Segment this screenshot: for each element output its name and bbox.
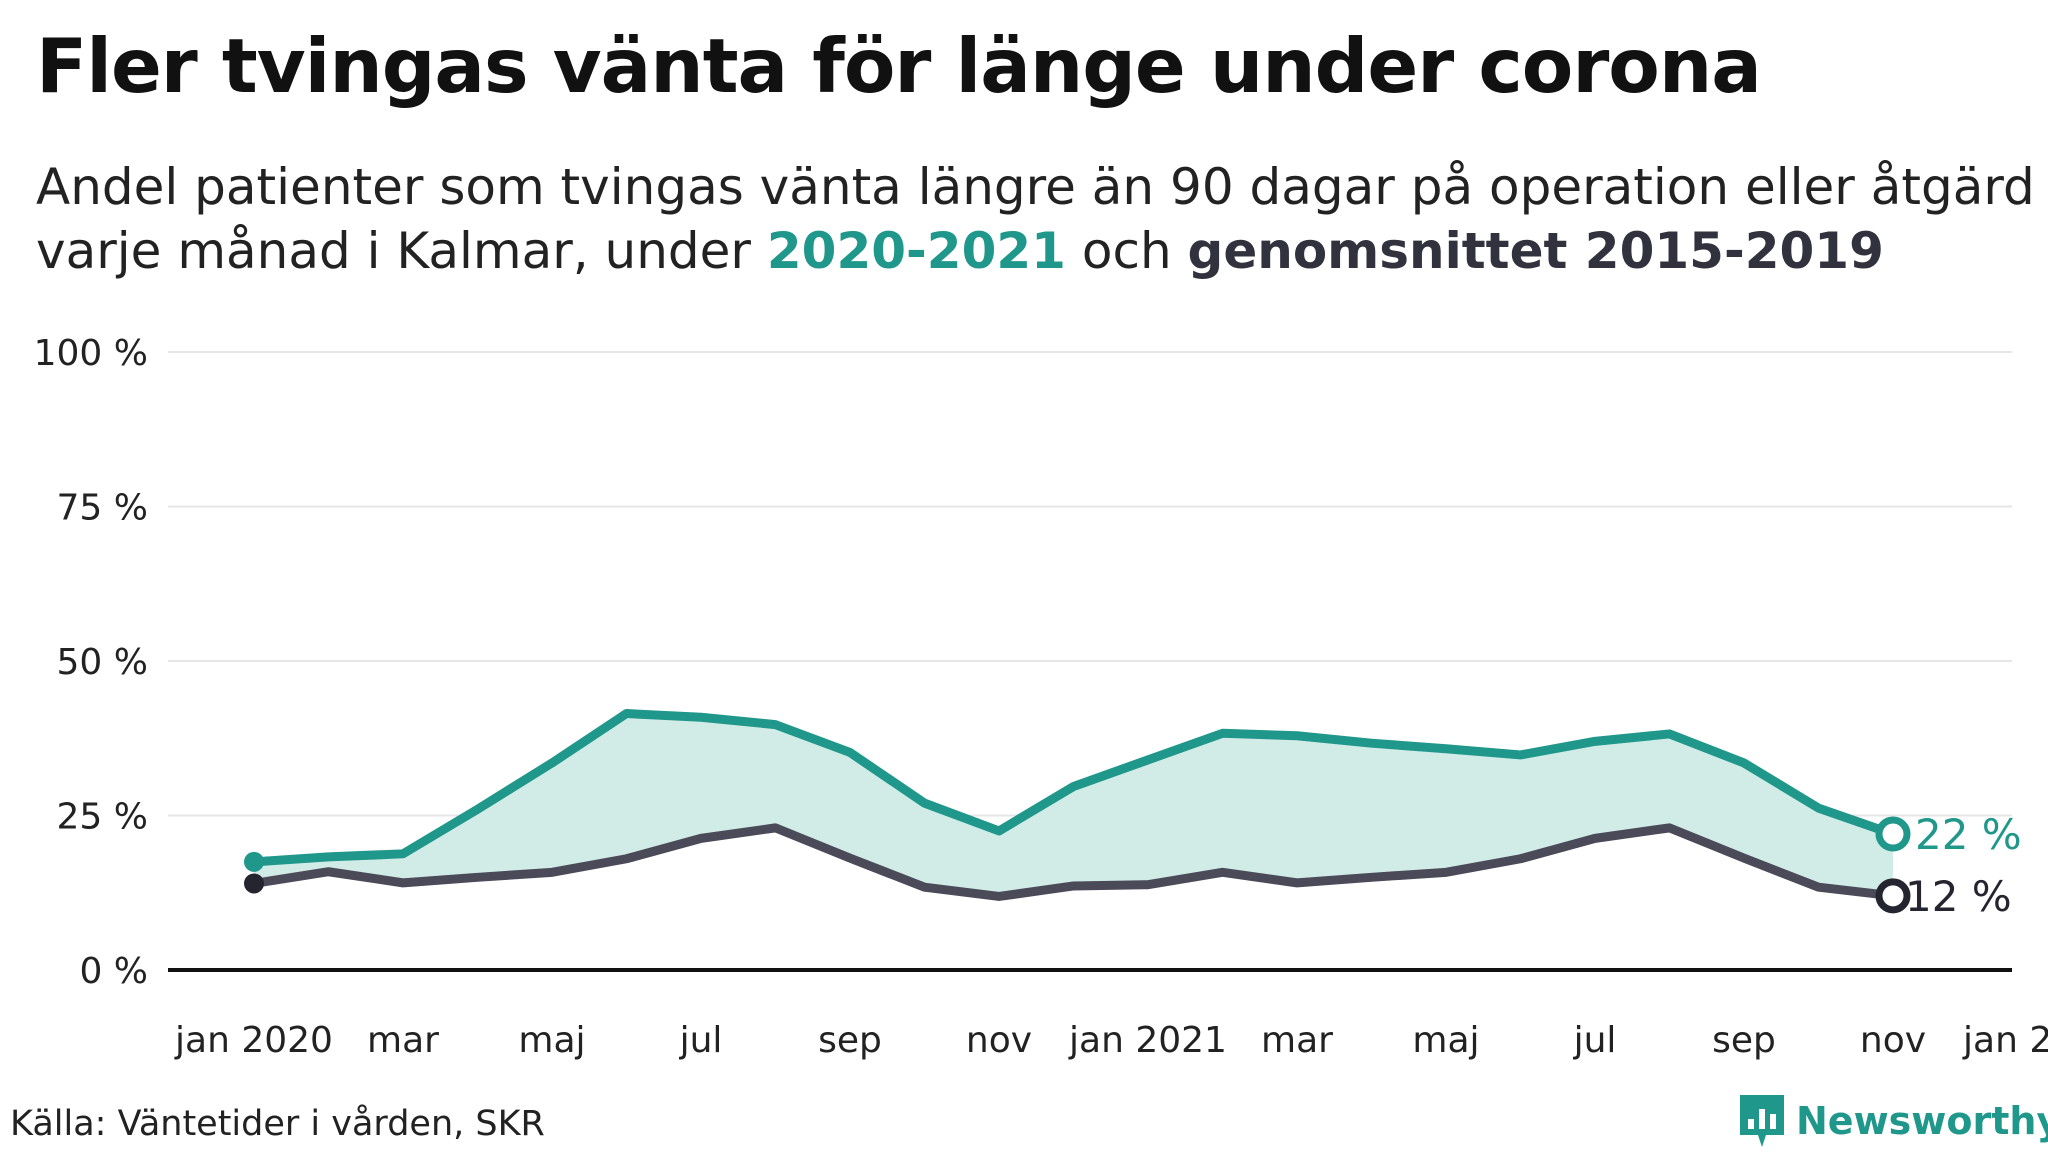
x-tick-label: sep [818,1020,882,1061]
series-markers: 22 % 12 % [244,810,2022,921]
bar-chart-icon [1740,1095,1784,1147]
x-tick-label: jul [679,1020,723,1061]
end-label-2020-2021: 22 % [1915,810,2022,859]
chart-title: Fler tvingas vänta för länge under coron… [36,22,1762,110]
area-between-series [254,713,1893,897]
grid-lines [168,351,2012,817]
x-tick-label: jan 2020 [174,1020,333,1061]
x-tick-label: mar [1261,1020,1333,1061]
x-tick-label: mar [367,1020,439,1061]
line-2020-2021 [249,709,1898,867]
source-note: Källa: Väntetider i vården, SKR [10,1104,545,1144]
line-average-2015-2019 [249,823,1898,901]
x-tick-label: jan 2022 [1962,1020,2048,1061]
x-tick-label: maj [1412,1020,1479,1061]
subtitle-text-och: och [1065,222,1188,280]
subtitle-highlight-average: genomsnittet 2015-2019 [1187,222,1884,280]
y-tick-label: 25 % [57,797,148,838]
x-axis: jan 2020 mar maj jul sep nov jan 2021 mar maj jul… [174,1020,2048,1061]
series-lines [249,709,1898,901]
start-point-2020-2021 [244,851,264,872]
chart-subtitle-line2: varje månad i Kalmar, under 2020-2021 oc… [36,222,1884,280]
chart-subtitle-line1: Andel patienter som tvingas vänta längre… [36,158,2035,216]
x-tick-label: sep [1712,1020,1776,1061]
y-tick-label: 0 % [79,951,148,992]
line-chart: 0 % 25 % 50 % 75 % 100 % jan 2020 mar maj jul se… [34,333,2048,1061]
y-axis: 0 % 25 % 50 % 75 % 100 % [34,333,148,992]
end-point-2020-2021 [1875,816,1911,852]
subtitle-text: varje månad i Kalmar, under [36,222,767,280]
x-tick-label: jul [1573,1020,1617,1061]
x-tick-label: jan 2021 [1068,1020,1227,1061]
y-tick-label: 75 % [57,488,148,529]
y-tick-label: 50 % [57,642,148,683]
y-tick-label: 100 % [34,333,148,374]
subtitle-highlight-2020-2021: 2020-2021 [766,222,1066,280]
x-tick-label: nov [1860,1020,1926,1061]
x-tick-label: maj [518,1020,585,1061]
start-point-average [244,873,264,894]
end-point-average [1875,878,1911,914]
logo-text: Newsworthy [1796,1099,2048,1143]
end-label-average: 12 % [1905,872,2012,921]
newsworthy-logo: Newsworthy [1740,1095,2048,1147]
x-tick-label: nov [966,1020,1032,1061]
